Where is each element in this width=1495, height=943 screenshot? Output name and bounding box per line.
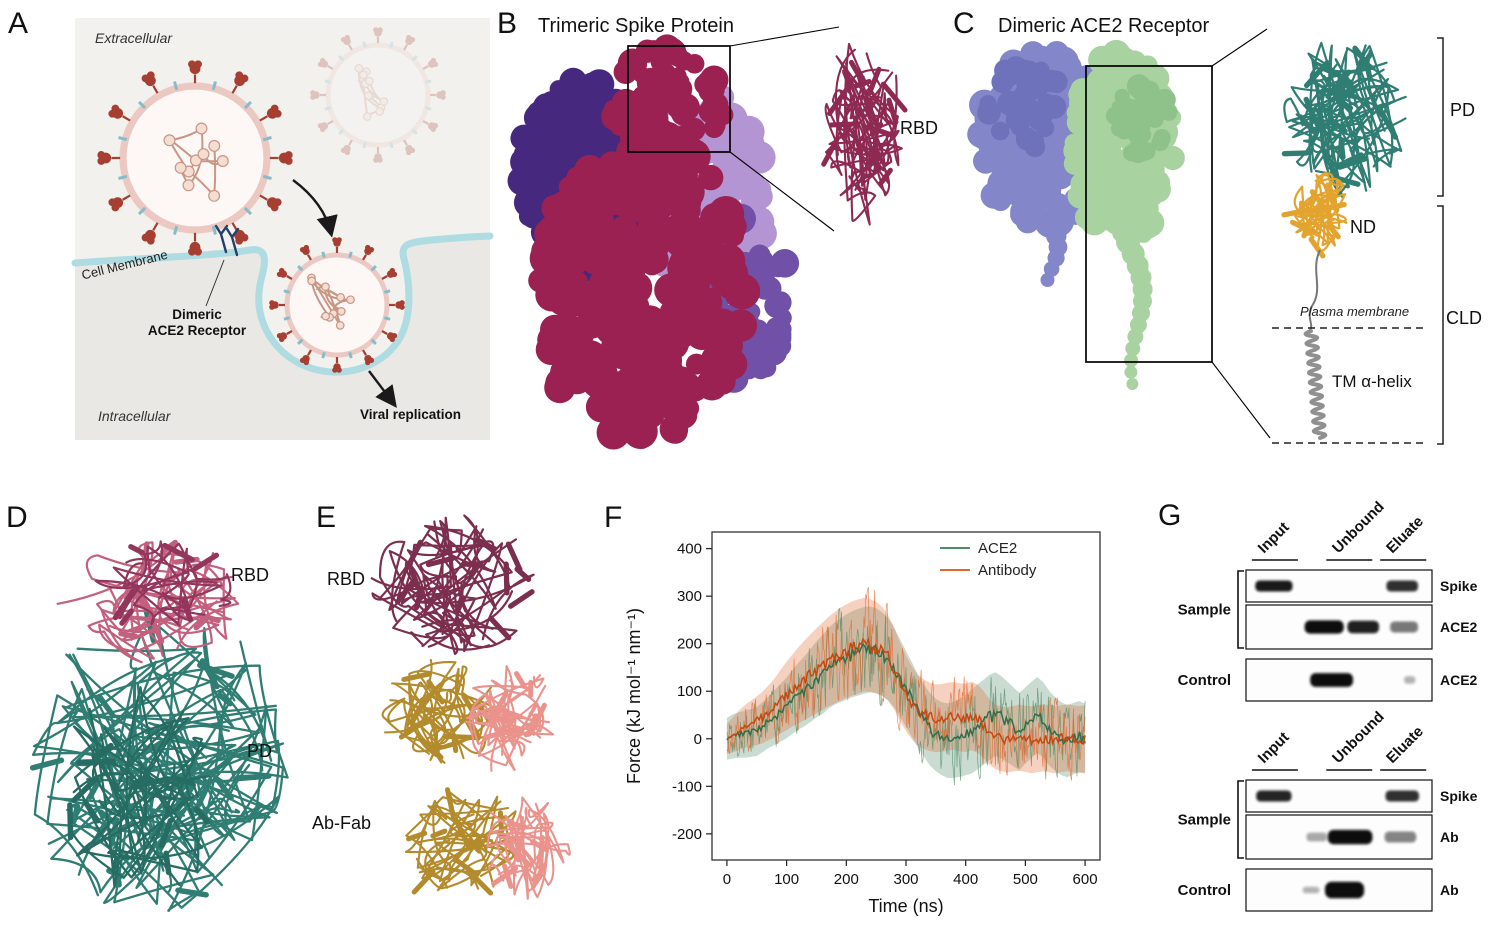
x-tick-label: 100 (774, 871, 799, 888)
series-mean-antibody (726, 636, 1086, 747)
blot-target-label: Spike (1440, 578, 1478, 594)
lane-label: Input (1255, 519, 1293, 557)
panel-c-letter: C (953, 7, 975, 40)
plasma-membrane-label: Plasma membrane (1300, 304, 1410, 319)
panel-a-illustration (71, 18, 494, 440)
pd-domain-label: PD (1450, 100, 1476, 120)
blot-target-label: Ab (1440, 882, 1459, 898)
lane-label: Input (1255, 729, 1293, 767)
blot-band (1310, 673, 1353, 687)
panel-b-title: Trimeric Spike Protein (538, 15, 734, 37)
force-time-chart: 0 100 200 300 400 500 600 -200 -100 0 100 200 300 400… (624, 531, 1101, 916)
series-mean-ace2 (726, 642, 1086, 745)
panel-c-title: Dimeric ACE2 Receptor (998, 15, 1210, 37)
panel-d-structure (29, 539, 289, 912)
panel-e-abfab-label: Ab-Fab (312, 813, 372, 833)
blot-target-label: ACE2 (1440, 672, 1478, 688)
rbd-inset-label: RBD (900, 118, 939, 138)
panel-d-letter: D (6, 501, 28, 534)
ace2-receptor-icon (214, 224, 229, 254)
blot-target-label: Ab (1440, 829, 1459, 845)
blot-target-label: Spike (1440, 788, 1478, 804)
virus-particle (97, 60, 293, 256)
series-raw-ace2 (726, 607, 1086, 786)
virus-particle (269, 237, 405, 373)
blot-band (1256, 790, 1292, 802)
blot-band (1347, 620, 1379, 634)
legend-label: Antibody (978, 562, 1037, 579)
lane-label: Eluate (1383, 723, 1427, 767)
panel-b-structure (507, 26, 908, 450)
tm-helix-label: TM α-helix (1332, 372, 1412, 391)
nd-domain-label: ND (1350, 217, 1376, 237)
x-axis-label: Time (ns) (868, 896, 943, 916)
lane-label: Eluate (1383, 513, 1427, 557)
x-tick-label: 200 (834, 871, 859, 888)
extracellular-label: Extracellular (95, 30, 173, 46)
y-tick-label: 100 (677, 683, 702, 700)
blot-band (1404, 676, 1416, 684)
panel-b-letter: B (497, 7, 518, 40)
panel-e-letter: E (316, 501, 337, 534)
sample-label: Sample (1178, 812, 1231, 829)
y-axis-label: Force (kJ mol⁻¹ nm⁻¹) (624, 608, 644, 784)
blot-band (1390, 621, 1418, 633)
blot-band (1327, 829, 1373, 845)
blot-band (1385, 790, 1419, 802)
panel-f-letter: F (604, 501, 623, 534)
blot-band (1304, 620, 1344, 634)
blot-band (1384, 831, 1417, 843)
lane-label: Unbound (1329, 708, 1388, 767)
x-tick-label: 500 (1013, 871, 1038, 888)
panel-g-letter: G (1158, 499, 1182, 532)
panel-a-letter: A (8, 7, 29, 40)
intracellular-label: Intracellular (98, 408, 171, 424)
panel-e-structure (370, 514, 571, 900)
panel-e-rbd-label: RBD (327, 569, 366, 589)
blot-band (1302, 886, 1320, 894)
x-tick-label: 600 (1073, 871, 1098, 888)
panel-d-pd-label: PD (247, 741, 273, 761)
y-tick-label: 400 (677, 541, 702, 558)
cld-domain-label: CLD (1446, 308, 1483, 328)
viral-replication-label: Viral replication (360, 407, 462, 422)
blot-band (1306, 832, 1327, 842)
control-label: Control (1178, 672, 1231, 689)
y-tick-label: -100 (672, 778, 702, 795)
y-tick-label: 300 (677, 588, 702, 605)
x-tick-label: 300 (893, 871, 918, 888)
blot-band (1255, 580, 1293, 592)
blot-band (1386, 580, 1418, 592)
panel-d-rbd-label: RBD (231, 565, 270, 585)
blot-band (1325, 881, 1365, 899)
control-label: Control (1178, 882, 1231, 899)
y-tick-label: -200 (672, 826, 702, 843)
lane-label: Unbound (1329, 498, 1388, 557)
dimeric-ace2-receptor-label: Dimeric ACE2 Receptor (147, 307, 247, 339)
x-tick-label: 0 (723, 871, 731, 888)
panel-c-structure (967, 28, 1444, 445)
sample-label: Sample (1178, 602, 1231, 619)
ace2-receptor-icon (225, 227, 240, 257)
virus-particle (310, 27, 446, 163)
legend-label: ACE2 (978, 540, 1017, 557)
y-tick-label: 200 (677, 636, 702, 653)
x-tick-label: 400 (953, 871, 978, 888)
blot-target-label: ACE2 (1440, 619, 1478, 635)
y-tick-label: 0 (694, 731, 702, 748)
